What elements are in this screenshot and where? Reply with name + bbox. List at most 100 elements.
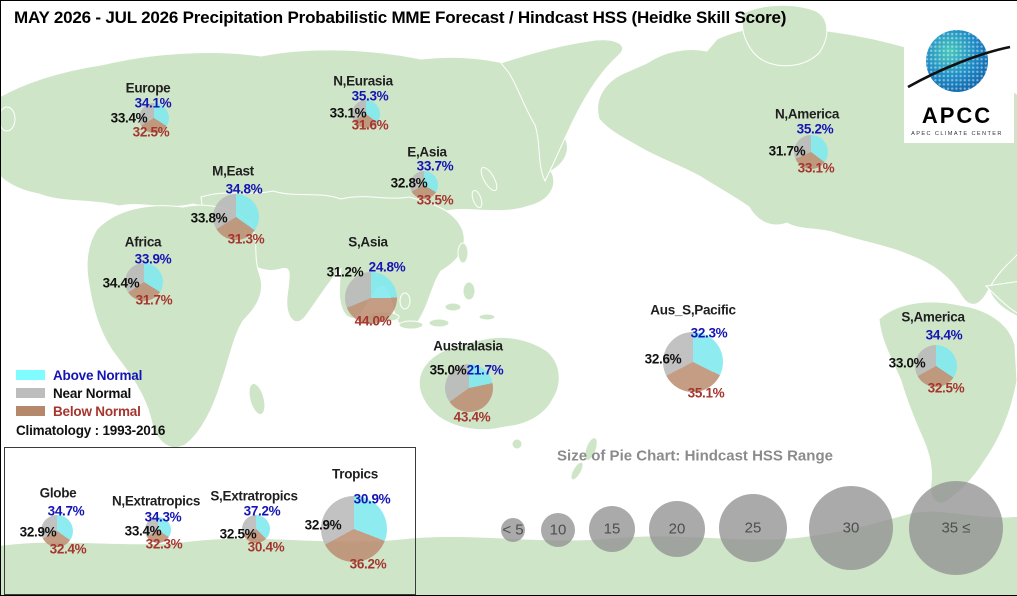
land-japan — [480, 166, 498, 192]
below-normal-value: 32.3% — [145, 536, 183, 552]
size-circle — [809, 486, 893, 570]
size-legend-title: Size of Pie Chart: Hindcast HSS Range — [557, 447, 833, 465]
globe-icon — [926, 30, 988, 92]
above-normal-value: 30.9% — [353, 491, 391, 507]
region-name: Globe — [39, 485, 77, 501]
above-normal-value: 35.3% — [351, 88, 389, 104]
near-normal-value: 33.4% — [110, 110, 148, 126]
size-circle-label: 15 — [603, 520, 621, 538]
below-normal-value: 32.4% — [49, 541, 87, 557]
region-name: N,Extratropics — [111, 493, 201, 509]
near-normal-value: 33.0% — [888, 355, 926, 371]
below-normal-value: 33.1% — [797, 160, 835, 176]
size-circle — [909, 481, 1003, 575]
pie-n-eurasia — [352, 100, 380, 128]
above-normal-value: 32.3% — [690, 325, 728, 341]
land-kamchatka — [500, 39, 623, 183]
below-normal-swatch — [16, 406, 45, 416]
near-normal-value: 33.1% — [329, 105, 367, 121]
near-normal-label: Near Normal — [53, 385, 132, 401]
above-normal-value: 34.3% — [144, 509, 182, 525]
size-circle — [501, 518, 525, 542]
below-normal-value: 30.4% — [247, 539, 285, 555]
above-normal-value: 35.2% — [796, 121, 834, 137]
page-title: MAY 2026 - JUL 2026 Precipitation Probab… — [14, 8, 787, 27]
region-name: Africa — [124, 234, 162, 250]
near-normal-value: 33.8% — [190, 210, 228, 226]
pie-aus-s-pacific — [663, 332, 723, 392]
size-circle-label: 10 — [549, 521, 567, 539]
near-normal-value: 32.8% — [390, 175, 428, 191]
logo-subtitle: APEC CLIMATE CENTER — [911, 131, 1003, 137]
pie-africa — [125, 263, 163, 301]
legend-row-near: Near Normal — [16, 384, 165, 402]
below-normal-value: 31.6% — [351, 117, 389, 133]
near-normal-swatch — [16, 388, 45, 398]
pie-n-extratropics — [145, 517, 171, 543]
near-normal-value: 32.9% — [19, 524, 57, 540]
below-normal-value: 32.5% — [132, 124, 170, 140]
above-normal-value: 24.8% — [368, 259, 406, 275]
pie-s-asia — [345, 272, 397, 324]
region-name: Tropics — [332, 466, 378, 482]
pie-n-america — [794, 135, 828, 169]
near-normal-value: 32.9% — [304, 517, 342, 533]
pie-tropics — [321, 496, 387, 562]
swoosh-line — [907, 45, 1011, 89]
land-madagascar — [248, 382, 266, 416]
above-normal-value: 34.1% — [134, 95, 172, 111]
below-normal-value: 35.1% — [687, 385, 725, 401]
below-normal-value: 36.2% — [349, 556, 387, 572]
below-normal-value: 33.5% — [416, 192, 454, 208]
pie-e-asia — [410, 171, 438, 199]
region-name: N,Eurasia — [333, 73, 393, 89]
land-central-america — [984, 281, 1017, 314]
near-normal-value: 31.7% — [768, 143, 806, 159]
above-normal-value: 21.7% — [466, 362, 504, 378]
region-name: N,America — [774, 106, 840, 122]
below-normal-value: 31.3% — [227, 231, 265, 247]
above-normal-value: 33.7% — [416, 158, 454, 174]
near-normal-value: 31.2% — [326, 264, 364, 280]
land-greenland — [741, 4, 828, 67]
above-normal-value: 34.8% — [225, 181, 263, 197]
land-tasmania — [511, 438, 523, 450]
pie-s-extratropics — [242, 515, 270, 543]
region-name: S,Asia — [348, 234, 388, 250]
size-circle-label: < 5 — [502, 521, 524, 539]
logo-wordmark: APCC — [922, 103, 992, 128]
above-normal-label: Above Normal — [53, 367, 143, 383]
pie-europe — [139, 103, 169, 133]
near-normal-value: 34.4% — [102, 275, 140, 291]
region-name: Aus_S,Pacific — [650, 302, 736, 318]
above-normal-swatch — [16, 370, 45, 380]
pie-australasia — [445, 364, 493, 412]
size-circle-label: 25 — [744, 519, 762, 537]
size-circle — [589, 506, 635, 552]
near-normal-value: 32.5% — [219, 526, 257, 542]
pie-m-east — [213, 194, 259, 240]
near-normal-value: 35.0% — [429, 362, 467, 378]
above-normal-value: 34.4% — [925, 327, 963, 343]
category-legend: Above Normal Near Normal Below Normal Cl… — [16, 366, 165, 438]
above-normal-value: 33.9% — [134, 251, 172, 267]
below-normal-label: Below Normal — [53, 403, 141, 419]
size-circle-label: 20 — [668, 520, 686, 538]
land-new-zealand — [584, 437, 598, 461]
near-normal-value: 32.6% — [644, 351, 682, 367]
below-normal-value: 32.5% — [927, 380, 965, 396]
apcc-logo: APCC APEC CLIMATE CENTER — [904, 11, 1014, 143]
below-normal-value: 31.7% — [135, 292, 173, 308]
region-name: Australasia — [433, 338, 503, 354]
region-name: E,Asia — [407, 144, 447, 160]
land-eurasia — [1, 49, 571, 212]
legend-row-above: Above Normal — [16, 366, 165, 384]
size-circle — [541, 513, 575, 547]
region-name: Europe — [125, 80, 171, 96]
region-name: S,America — [901, 309, 965, 325]
region-name: S,Extratropics — [210, 488, 298, 504]
below-normal-value: 43.4% — [453, 409, 491, 425]
size-circle — [719, 494, 787, 562]
below-normal-value: 44.0% — [354, 313, 392, 329]
